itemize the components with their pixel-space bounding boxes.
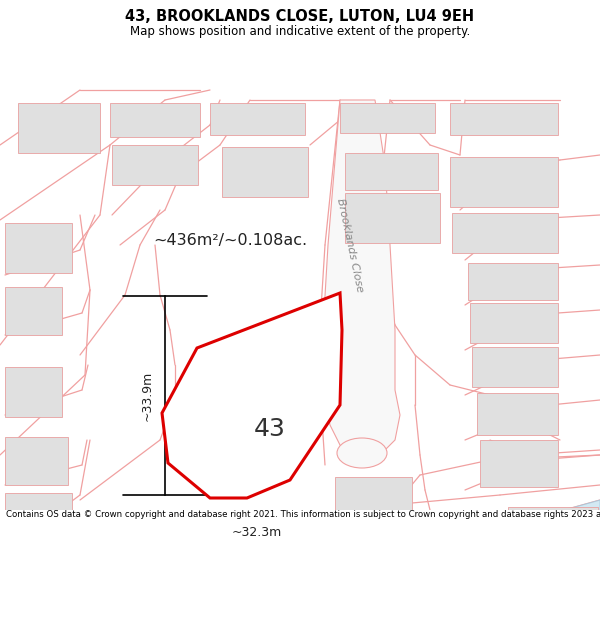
Text: Contains OS data © Crown copyright and database right 2021. This information is : Contains OS data © Crown copyright and d… [6,510,600,519]
Polygon shape [345,153,438,190]
Text: ~33.9m: ~33.9m [140,371,154,421]
Polygon shape [112,145,198,185]
Text: Brooklands Close: Brooklands Close [335,197,365,293]
Ellipse shape [337,438,387,468]
Polygon shape [418,513,502,565]
Polygon shape [452,213,558,253]
Polygon shape [88,527,152,567]
Polygon shape [335,477,412,515]
Polygon shape [335,520,412,565]
Polygon shape [470,303,558,343]
Polygon shape [323,100,400,460]
Polygon shape [430,500,600,555]
Polygon shape [5,223,72,273]
Polygon shape [480,440,558,487]
Polygon shape [450,103,558,135]
Text: 43: 43 [254,418,286,441]
Polygon shape [18,103,100,153]
Polygon shape [340,103,435,133]
Polygon shape [477,393,558,435]
Polygon shape [5,493,72,543]
Polygon shape [450,157,558,207]
Polygon shape [345,193,440,243]
Text: 43, BROOKLANDS CLOSE, LUTON, LU4 9EH: 43, BROOKLANDS CLOSE, LUTON, LU4 9EH [125,9,475,24]
Text: ~32.3m: ~32.3m [232,526,281,539]
Polygon shape [468,263,558,300]
Polygon shape [472,347,558,387]
Text: ~436m²/~0.108ac.: ~436m²/~0.108ac. [153,232,307,248]
Polygon shape [222,147,308,197]
Polygon shape [162,293,342,498]
Polygon shape [5,287,62,335]
Text: Map shows position and indicative extent of the property.: Map shows position and indicative extent… [130,25,470,38]
Polygon shape [210,103,305,135]
Polygon shape [5,367,62,417]
Polygon shape [5,437,68,485]
Polygon shape [508,507,598,565]
Polygon shape [110,103,200,137]
